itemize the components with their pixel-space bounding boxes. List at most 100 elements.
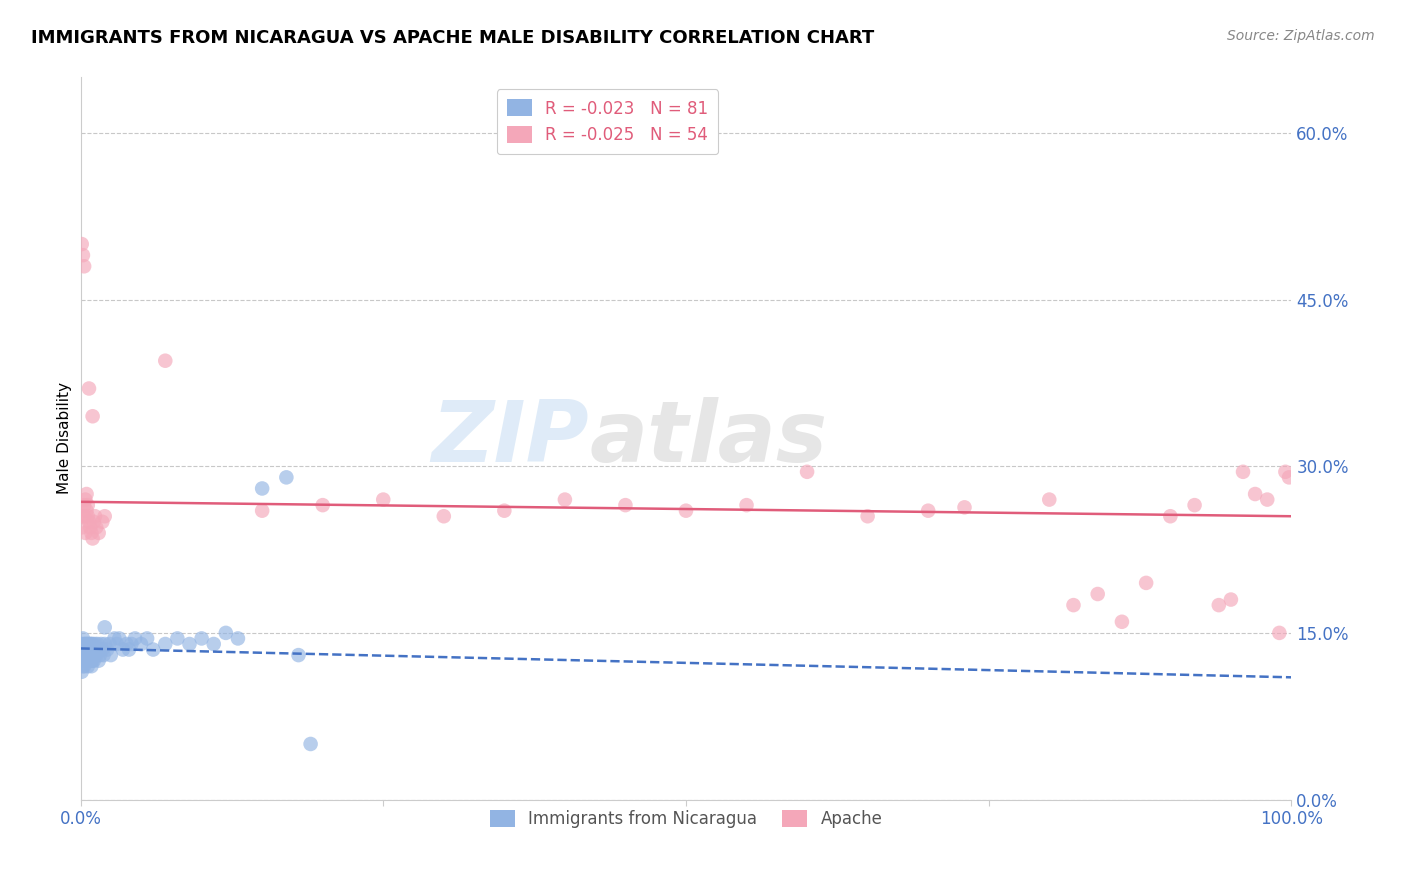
Point: [83, 648, 105, 662]
Point: [494, 504, 516, 518]
Point: [1256, 492, 1278, 507]
Point: [72, 642, 94, 657]
Point: [84, 648, 107, 662]
Point: [614, 498, 637, 512]
Point: [120, 637, 142, 651]
Point: [91, 515, 114, 529]
Point: [1208, 598, 1230, 612]
Point: [73, 509, 96, 524]
Point: [554, 492, 576, 507]
Legend: Immigrants from Nicaragua, Apache: Immigrants from Nicaragua, Apache: [484, 803, 889, 835]
Point: [142, 642, 165, 657]
Point: [80, 637, 103, 651]
Point: [129, 637, 152, 651]
Point: [136, 632, 159, 646]
Point: [1063, 598, 1085, 612]
Point: [72, 632, 94, 646]
Point: [87, 642, 110, 657]
Point: [276, 470, 298, 484]
Point: [103, 632, 125, 646]
Point: [93, 620, 115, 634]
Point: [76, 648, 98, 662]
Point: [433, 509, 456, 524]
Point: [312, 498, 335, 512]
Point: [86, 637, 108, 651]
Point: [77, 382, 100, 396]
Point: [1274, 465, 1296, 479]
Point: [82, 409, 104, 424]
Point: [79, 654, 101, 668]
Point: [73, 637, 96, 651]
Point: [84, 520, 107, 534]
Point: [1087, 587, 1109, 601]
Point: [76, 659, 98, 673]
Point: [76, 504, 98, 518]
Point: [83, 654, 105, 668]
Point: [72, 648, 94, 662]
Point: [76, 642, 98, 657]
Point: [93, 637, 115, 651]
Point: [76, 648, 98, 662]
Point: [96, 642, 118, 657]
Point: [76, 509, 98, 524]
Point: [84, 648, 107, 662]
Point: [77, 515, 100, 529]
Point: [73, 648, 96, 662]
Point: [75, 654, 97, 668]
Point: [73, 498, 96, 512]
Point: [72, 509, 94, 524]
Point: [82, 637, 104, 651]
Point: [1244, 487, 1267, 501]
Point: [75, 648, 97, 662]
Point: [76, 637, 98, 651]
Point: [80, 654, 103, 668]
Point: [70, 637, 93, 651]
Point: [73, 260, 96, 274]
Point: [79, 642, 101, 657]
Point: [79, 648, 101, 662]
Point: [84, 509, 107, 524]
Point: [93, 509, 115, 524]
Point: [82, 642, 104, 657]
Point: [1232, 465, 1254, 479]
Point: [79, 520, 101, 534]
Point: [215, 626, 238, 640]
Point: [84, 642, 107, 657]
Point: [287, 648, 309, 662]
Point: [1111, 615, 1133, 629]
Point: [80, 659, 103, 673]
Point: [70, 520, 93, 534]
Point: [1135, 575, 1157, 590]
Point: [73, 654, 96, 668]
Point: [1219, 592, 1241, 607]
Point: [202, 637, 225, 651]
Point: [108, 632, 131, 646]
Point: [93, 648, 115, 662]
Point: [76, 654, 98, 668]
Point: [190, 632, 212, 646]
Point: [100, 648, 122, 662]
Point: [675, 504, 697, 518]
Point: [155, 353, 177, 368]
Point: [79, 637, 101, 651]
Point: [80, 525, 103, 540]
Point: [1268, 626, 1291, 640]
Point: [82, 532, 104, 546]
Point: [373, 492, 395, 507]
Point: [111, 642, 134, 657]
Point: [72, 659, 94, 673]
Point: [77, 648, 100, 662]
Point: [75, 637, 97, 651]
Text: IMMIGRANTS FROM NICARAGUA VS APACHE MALE DISABILITY CORRELATION CHART: IMMIGRANTS FROM NICARAGUA VS APACHE MALE…: [31, 29, 875, 46]
Point: [796, 465, 818, 479]
Point: [105, 637, 128, 651]
Point: [856, 509, 879, 524]
Point: [76, 637, 98, 651]
Point: [91, 642, 114, 657]
Point: [76, 654, 98, 668]
Point: [87, 525, 110, 540]
Point: [1159, 509, 1181, 524]
Point: [75, 492, 97, 507]
Point: [118, 642, 141, 657]
Y-axis label: Male Disability: Male Disability: [58, 383, 72, 494]
